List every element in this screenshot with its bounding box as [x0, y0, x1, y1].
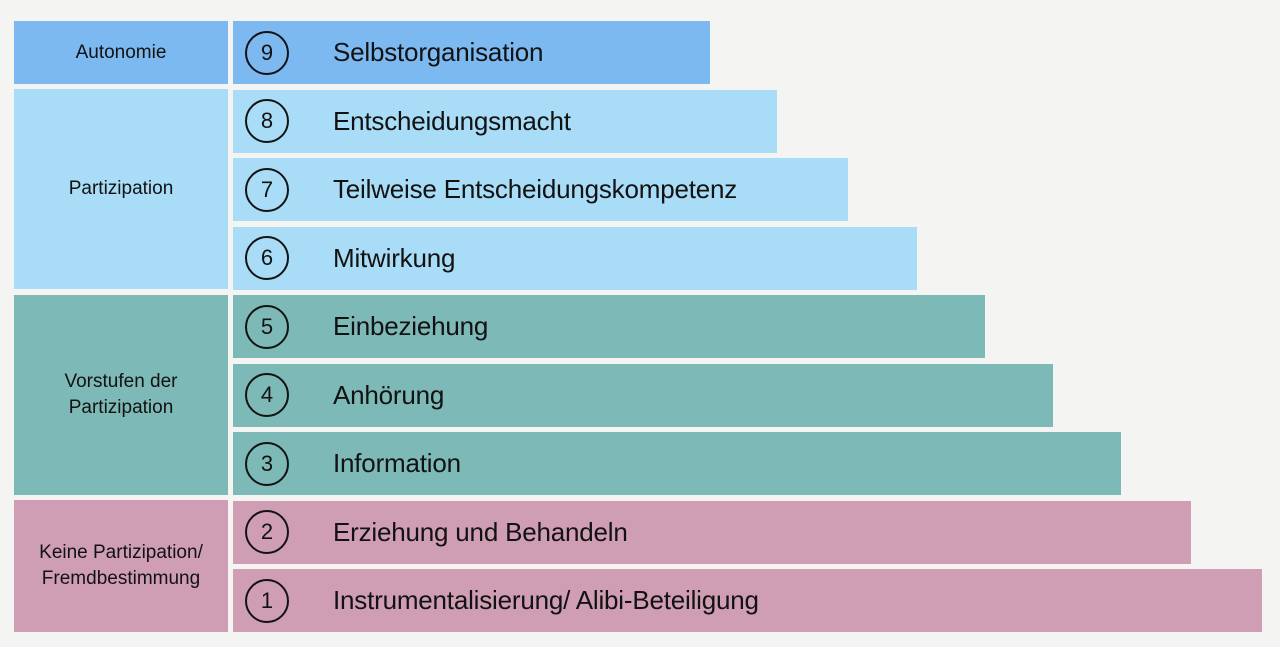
group-label-line: Partizipation [68, 397, 174, 418]
group-label-line: Partizipation [68, 178, 174, 199]
group-label-line: Autonomie [75, 41, 167, 63]
level-label: Erziehung und Behandeln [333, 516, 628, 547]
level-label: Teilweise Entscheidungskompetenz [333, 174, 738, 204]
level-bar-8: 8 Entscheidungsmacht [233, 89, 777, 153]
level-label: Mitwirkung [333, 242, 456, 273]
level-label: Selbstorganisation [333, 37, 544, 67]
level-label: Information [333, 448, 461, 478]
group-block-keine-partizipation: Keine Partizipation/ Fremdbestimmung [14, 500, 228, 632]
group-label-line: Fremdbestimmung [41, 568, 201, 589]
group-block-vorstufen-der-partizipation: Vorstufen der Partizipation [14, 295, 228, 495]
level-bar-6: 6 Mitwirkung [233, 226, 917, 290]
level-bar-7: 7 Teilweise Entscheidungskompetenz [233, 158, 848, 221]
level-bar-2: 2 Erziehung und Behandeln [233, 500, 1191, 564]
group-block-partizipation: Partizipation [14, 89, 228, 289]
group-block-autonomie: Autonomie [14, 21, 228, 84]
level-number-badge: 2 [245, 510, 289, 554]
level-label: Entscheidungsmacht [333, 105, 571, 136]
level-number-badge: 3 [245, 441, 289, 486]
level-number-badge: 9 [245, 30, 289, 75]
level-bar-3: 3 Information [233, 432, 1121, 495]
level-bar-1: 1 Instrumentalisierung/ Alibi-Beteiligun… [233, 569, 1262, 632]
level-bar-5: 5 Einbeziehung [233, 295, 985, 358]
level-bar-9: 9 Selbstorganisation [233, 21, 710, 84]
group-label-line: Vorstufen der [64, 371, 178, 392]
level-number-badge: 6 [245, 236, 289, 280]
level-number-badge: 4 [245, 373, 289, 417]
group-label-line: Keine Partizipation/ [39, 542, 203, 563]
level-label: Anhörung [333, 379, 445, 410]
level-number-badge: 8 [245, 99, 289, 143]
level-label: Instrumentalisierung/ Alibi-Beteiligung [333, 585, 759, 615]
level-bar-4: 4 Anhörung [233, 363, 1053, 427]
level-number-badge: 5 [245, 304, 289, 349]
level-number-badge: 7 [245, 167, 289, 212]
level-number-badge: 1 [245, 578, 289, 623]
level-label: Einbeziehung [333, 311, 489, 341]
